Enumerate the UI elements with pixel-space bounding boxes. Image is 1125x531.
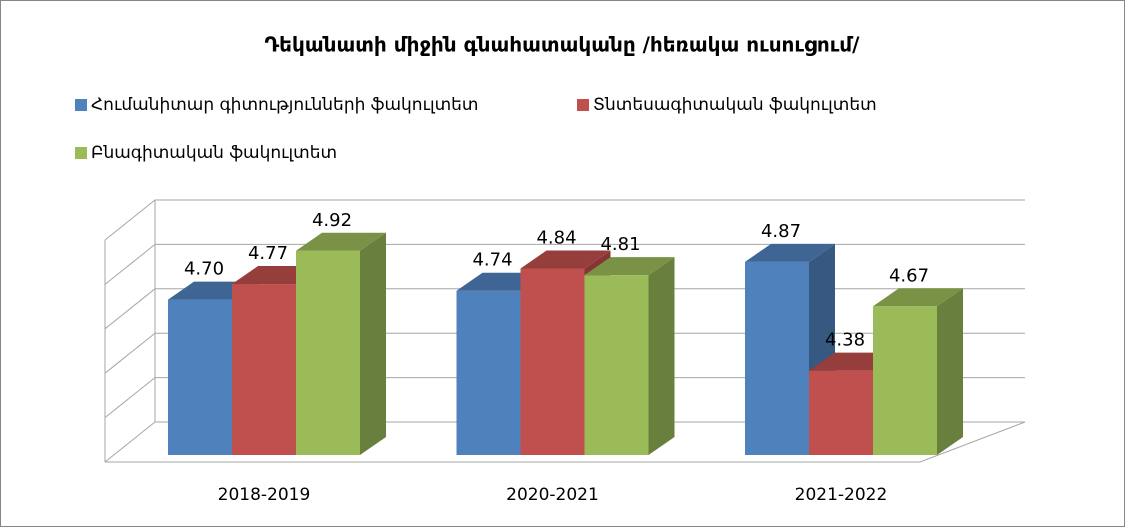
- legend-swatch: [75, 99, 87, 111]
- bar-front: [873, 306, 937, 455]
- x-tick-label: 2018-2019: [218, 485, 311, 505]
- data-label: 4.81: [600, 234, 640, 255]
- x-tick-label: 2020-2021: [506, 485, 599, 505]
- data-label: 4.74: [472, 250, 512, 271]
- x-tick-label: 2021-2022: [795, 485, 888, 505]
- bar-front: [745, 261, 809, 455]
- legend-label: Բնագիտական ֆակուլտետ: [91, 143, 337, 163]
- bar-front: [520, 268, 585, 455]
- bar-top: [296, 232, 386, 251]
- data-label: 4.67: [889, 265, 929, 286]
- bar-side: [937, 288, 963, 455]
- bar-top: [584, 257, 675, 276]
- legend-label: Հումանիտար գիտությունների ֆակուլտետ: [91, 95, 478, 115]
- grid-line: [104, 377, 1025, 418]
- data-label: 4.77: [248, 243, 288, 264]
- bar-top: [873, 288, 963, 307]
- bar-side: [360, 232, 386, 455]
- grid-line: [104, 421, 1025, 463]
- grid-line: [104, 199, 1025, 241]
- bar: [296, 232, 386, 455]
- data-label: 4.38: [825, 330, 865, 351]
- bar-front: [456, 290, 521, 455]
- data-label: 4.84: [536, 228, 576, 249]
- data-label: 4.87: [761, 221, 801, 242]
- legend-swatch: [75, 147, 87, 159]
- grid-line: [104, 288, 1025, 330]
- data-label: 4.70: [184, 259, 224, 280]
- bar-front: [296, 250, 360, 455]
- bar-front: [232, 284, 296, 455]
- bar-front: [809, 370, 873, 455]
- grid-line: [104, 243, 1025, 285]
- chart-title: Դեկանատի միջին գնահատականը /հեռակա ուսու…: [265, 33, 861, 57]
- bar: [873, 288, 963, 455]
- data-label: 4.92: [312, 210, 352, 231]
- bar: [745, 243, 835, 455]
- legend-swatch: [577, 99, 589, 111]
- bar-side: [648, 257, 675, 455]
- legend-label: Տնտեսագիտական ֆակուլտետ: [593, 95, 877, 115]
- bar-top: [520, 250, 611, 269]
- bar-top: [745, 243, 835, 262]
- bar-front: [584, 275, 649, 455]
- grid-line: [104, 332, 1025, 374]
- bar: [584, 257, 675, 455]
- bar-front: [168, 299, 232, 455]
